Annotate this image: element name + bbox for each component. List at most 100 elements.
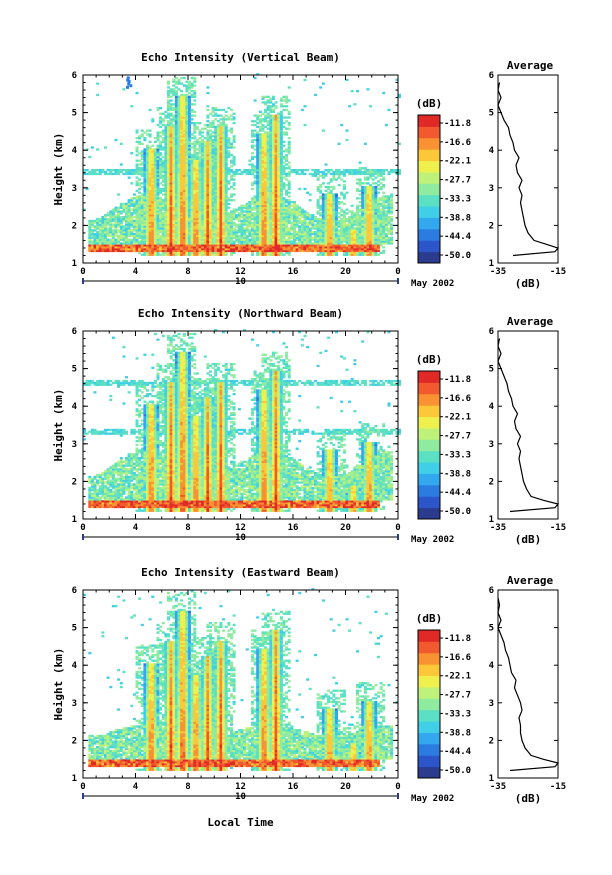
heatmap-cell: [117, 212, 121, 215]
heatmap-cell: [180, 217, 184, 221]
heatmap-cell: [146, 199, 149, 202]
heatmap-cell: [127, 199, 131, 202]
heatmap-cell: [224, 110, 228, 113]
heatmap-cell: [180, 114, 184, 117]
heatmap-cell: [167, 193, 170, 196]
heatmap-cell: [172, 129, 176, 132]
heatmap-cell: [148, 219, 152, 223]
heatmap-cell: [203, 167, 207, 170]
heatmap-cell: [174, 202, 178, 206]
heatmap-cell: [109, 231, 113, 234]
heatmap-cell: [203, 187, 207, 191]
heatmap-cell: [190, 195, 194, 198]
heatmap-cell: [143, 159, 147, 162]
heatmap-cell: [174, 125, 178, 129]
heatmap-cell: [185, 201, 189, 204]
heatmap-cell: [177, 146, 181, 149]
heatmap-cell: [201, 135, 205, 138]
heatmap-cell: [167, 159, 170, 162]
heatmap-cell: [96, 225, 100, 228]
heatmap-cell: [201, 185, 205, 189]
heatmap-cell: [227, 202, 231, 206]
heatmap-cell: [164, 176, 168, 179]
heatmap-cell: [153, 161, 157, 164]
heatmap-cell: [195, 148, 199, 151]
heatmap-cell: [101, 216, 105, 219]
heatmap-cell: [201, 148, 205, 151]
heatmap-cell: [261, 95, 265, 98]
heatmap-cell: [117, 249, 121, 253]
heatmap-cell: [172, 137, 176, 140]
heatmap-cell: [151, 229, 155, 232]
heatmap-cell: [174, 95, 178, 98]
heatmap-cell: [172, 231, 176, 234]
heatmap-cell: [180, 110, 184, 113]
heatmap-cell: [169, 212, 173, 215]
heatmap-cell: [206, 167, 210, 170]
heatmap-cell: [185, 105, 189, 108]
heatmap-cell: [135, 189, 139, 192]
heatmap-cell: [206, 240, 210, 243]
heatmap-cell: [135, 221, 139, 224]
heatmap-cell: [146, 236, 149, 239]
heatmap-cell: [172, 210, 176, 213]
heatmap-cell: [177, 133, 181, 136]
heatmap-cell: [104, 234, 107, 238]
heatmap-cell: [327, 169, 331, 172]
heatmap-cell: [164, 159, 168, 162]
heatmap-cell: [169, 170, 173, 174]
heatmap-cell: [127, 249, 131, 253]
heatmap-cell: [201, 144, 205, 147]
heatmap-cell: [146, 172, 149, 176]
heatmap-cell: [193, 206, 197, 209]
heatmap-cell: [174, 82, 178, 85]
heatmap-cell: [151, 154, 155, 157]
heatmap-cell: [235, 208, 239, 211]
heatmap-cell: [180, 90, 184, 93]
heatmap-cell: [185, 170, 189, 174]
heatmap-cell: [130, 240, 134, 243]
heatmap-cell: [161, 231, 165, 234]
heatmap-cell: [298, 187, 302, 191]
heatmap-cell: [185, 184, 189, 187]
heatmap-cell: [195, 152, 199, 155]
heatmap-cell: [143, 253, 147, 256]
heatmap-cell: [135, 167, 139, 170]
heatmap-cell: [122, 202, 126, 206]
heatmap-cell: [182, 140, 186, 144]
heatmap-cell: [345, 208, 349, 211]
heatmap-cell: [206, 204, 210, 207]
heatmap-cell: [93, 170, 97, 174]
heatmap-cell: [135, 131, 139, 134]
heatmap-cell: [198, 137, 202, 140]
heatmap-cell: [193, 155, 197, 159]
heatmap-cell: [203, 236, 207, 239]
heatmap-cell: [109, 232, 113, 236]
heatmap-cell: [180, 154, 184, 157]
heatmap-cell: [308, 193, 312, 196]
heatmap-cell: [182, 172, 186, 176]
heatmap-cell: [198, 212, 202, 215]
heatmap-cell: [109, 212, 113, 215]
heatmap-cell: [161, 219, 165, 223]
heatmap-cell: [161, 199, 165, 202]
heatmap-cell: [261, 133, 265, 136]
heatmap-cell: [203, 161, 207, 164]
heatmap-cell: [140, 201, 144, 204]
heatmap-cell: [130, 221, 134, 224]
heatmap-cell: [177, 163, 181, 166]
heatmap-cell: [193, 84, 197, 87]
heatmap-cell: [232, 135, 236, 138]
heatmap-cell: [156, 216, 160, 219]
heatmap-cell: [172, 178, 176, 181]
heatmap-cell: [185, 137, 189, 140]
heatmap-cell: [188, 193, 191, 196]
heatmap-cell: [282, 108, 286, 112]
heatmap-cell: [140, 154, 144, 157]
heatmap-cell: [185, 238, 189, 241]
heatmap-cell: [235, 229, 239, 232]
heatmap-cell: [180, 227, 184, 230]
heatmap-cell: [159, 210, 163, 213]
heatmap-cell: [264, 131, 268, 134]
heatmap-cell: [203, 197, 207, 200]
